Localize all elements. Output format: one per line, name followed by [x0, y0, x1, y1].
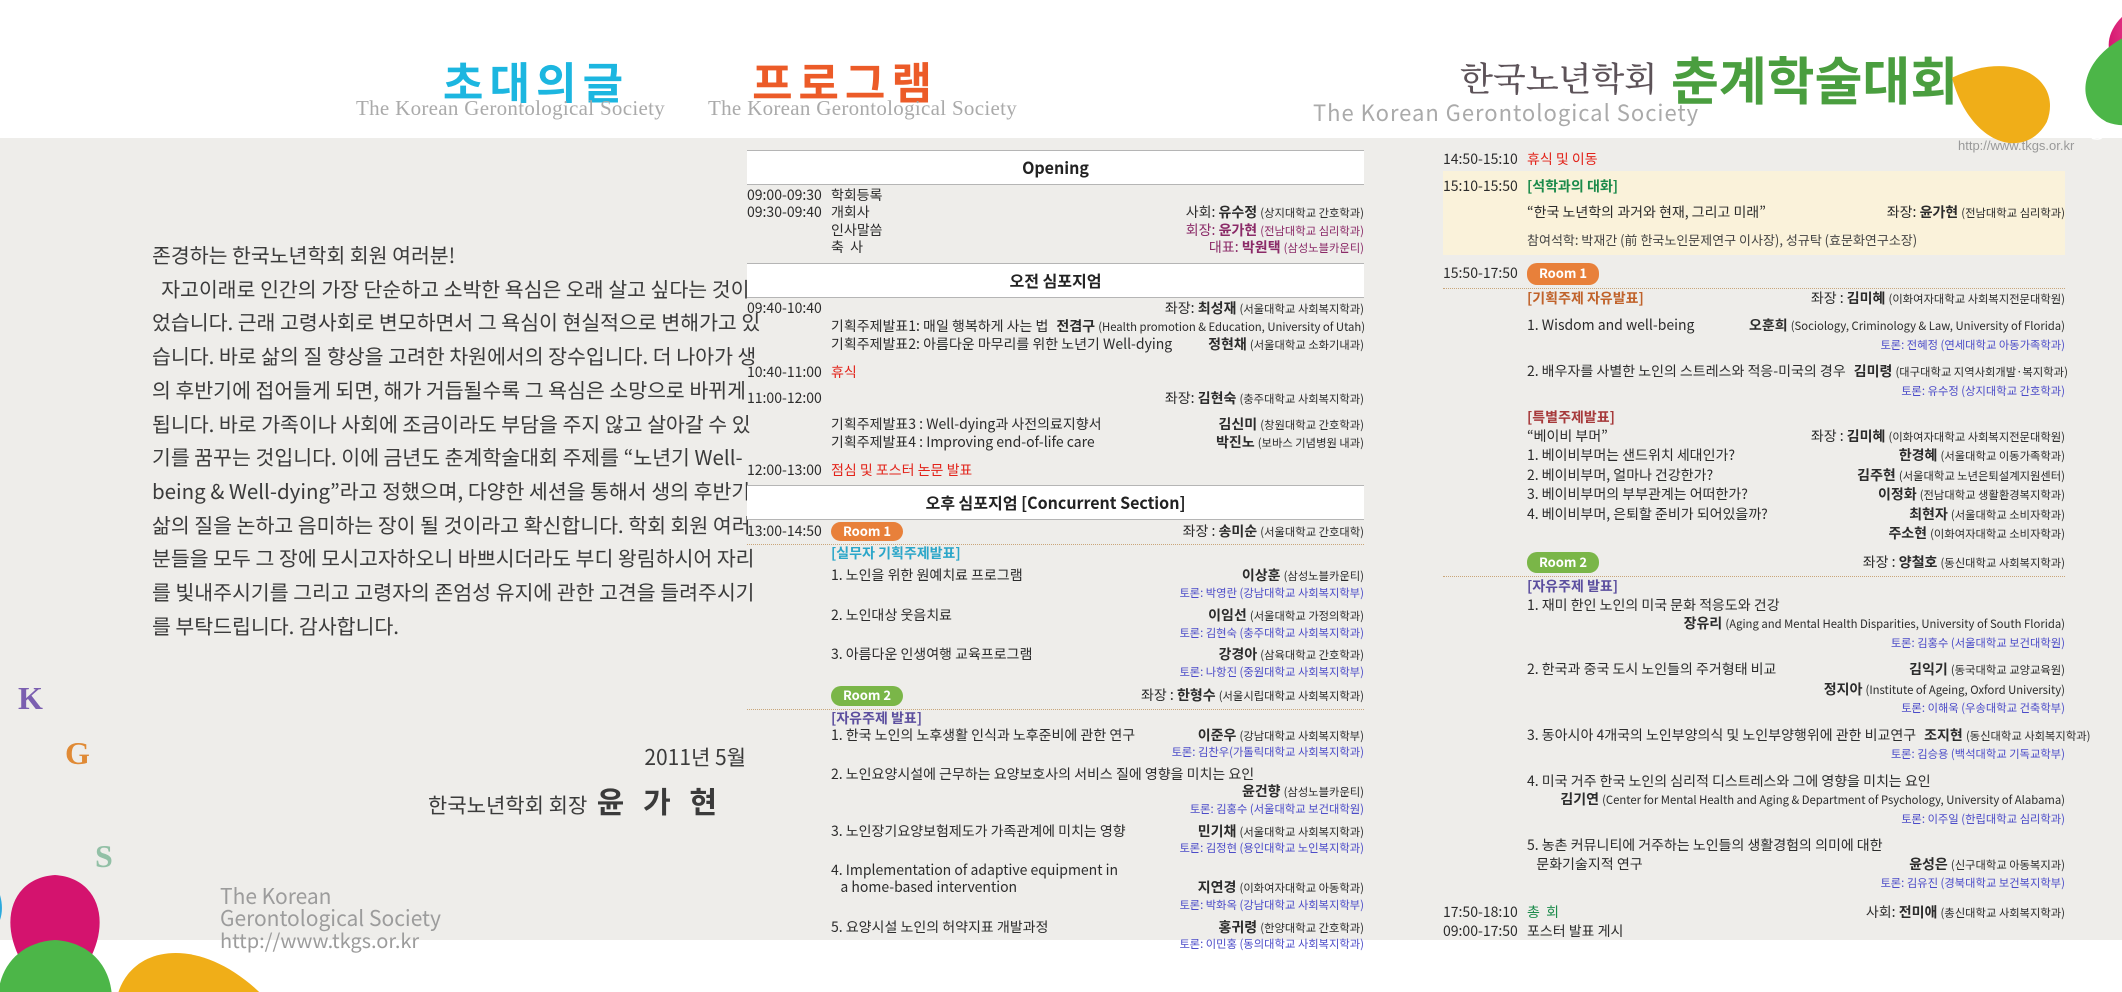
svg-text:S: S: [2091, 117, 2105, 145]
